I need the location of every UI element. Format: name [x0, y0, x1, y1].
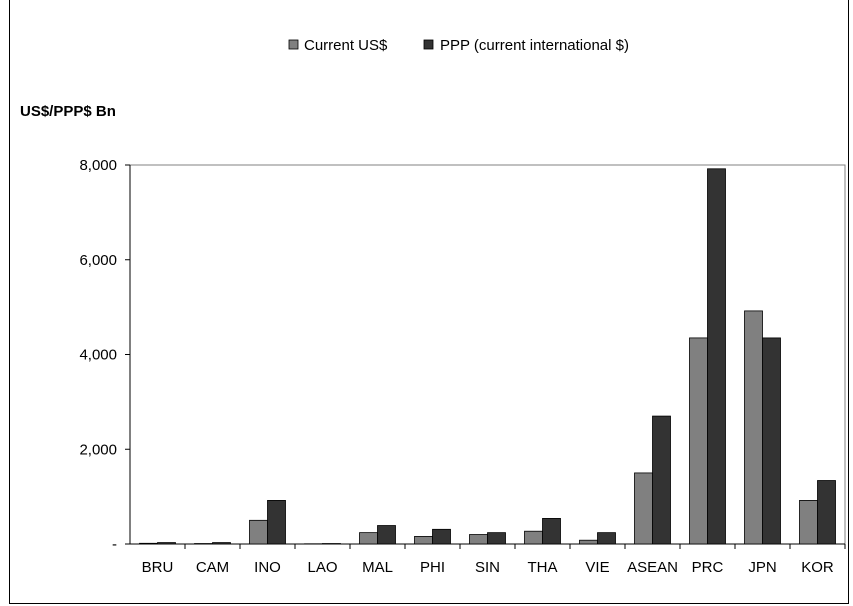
legend: Current US$ PPP (current international $): [288, 37, 629, 54]
bar-mal-series-1: [377, 525, 396, 545]
bar-ino-series-1: [267, 500, 286, 545]
bar-kor-series-1: [817, 480, 836, 545]
legend-label-1: PPP (current international $): [440, 37, 629, 54]
plot-area: - 2,000 4,000 6,000 8,000 BRU CAM INO LAO MAL PHI S…: [79, 157, 846, 576]
x-tick-label: MAL: [362, 559, 393, 576]
x-tick-label: PRC: [692, 559, 724, 576]
y-tick-label: 2,000: [79, 441, 117, 458]
bar-phi-series-1: [432, 528, 451, 545]
bar-prc-series-1: [707, 168, 726, 545]
x-tick-label: INO: [254, 559, 281, 576]
bar-kor-series-0: [799, 500, 818, 545]
bar-ino-series-0: [249, 519, 268, 545]
bar-sin-series-0: [469, 534, 488, 545]
x-tick-label: LAO: [307, 559, 337, 576]
y-tick-label: 8,000: [79, 157, 117, 174]
bar-asean-series-0: [634, 472, 653, 545]
x-tick-label: BRU: [142, 559, 174, 576]
bar-mal-series-0: [359, 532, 378, 545]
bar-vie-series-1: [597, 532, 616, 545]
legend-label-0: Current US$: [304, 37, 388, 54]
bar-tha-series-0: [524, 530, 543, 545]
x-tick-label: PHI: [420, 559, 445, 576]
bar-bru-series-0: [139, 542, 158, 545]
x-tick-label: ASEAN: [627, 559, 678, 576]
bar-asean-series-1: [652, 415, 671, 545]
y-tick-label: -: [112, 536, 117, 553]
x-tick-label: CAM: [196, 559, 229, 576]
plot-border: [129, 164, 846, 545]
bar-prc-series-0: [689, 337, 708, 545]
y-tick-label: 4,000: [79, 347, 117, 364]
bar-vie-series-0: [579, 539, 598, 545]
y-axis-label: US$/PPP$ Bn: [20, 103, 116, 120]
bar-bru-series-1: [157, 542, 176, 545]
y-tick-label: 6,000: [79, 252, 117, 269]
x-tick-label: SIN: [475, 559, 500, 576]
bar-phi-series-0: [414, 536, 433, 545]
x-tick-label: THA: [528, 559, 558, 576]
bar-jpn-series-1: [762, 337, 781, 545]
legend-swatch-0: [288, 39, 299, 50]
x-tick-label: JPN: [748, 559, 776, 576]
bar-jpn-series-0: [744, 310, 763, 545]
bar-cam-series-1: [212, 542, 231, 545]
x-tick-label: VIE: [585, 559, 609, 576]
legend-swatch-1: [423, 39, 434, 50]
bar-sin-series-1: [487, 532, 506, 545]
x-tick-label: KOR: [801, 559, 834, 576]
chart-frame: [9, 0, 849, 604]
bar-tha-series-1: [542, 518, 561, 545]
